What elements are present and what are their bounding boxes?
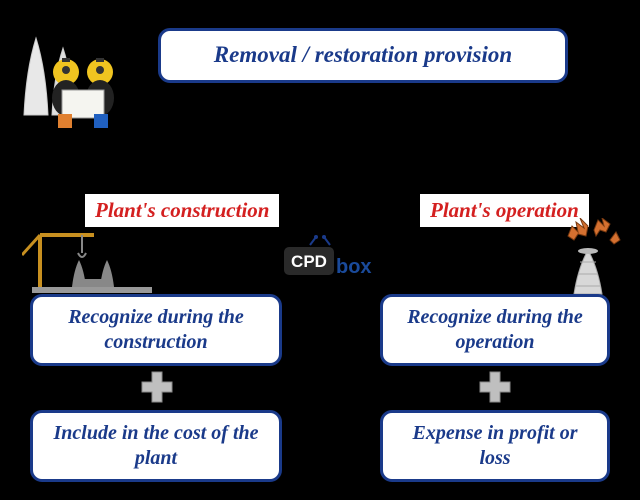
plus-icon-right bbox=[478, 370, 512, 404]
right-box-2-text: Expense in profit or loss bbox=[412, 422, 577, 469]
crane-icon bbox=[22, 225, 152, 295]
title-text: Removal / restoration provision bbox=[214, 42, 512, 67]
left-box-2: Include in the cost of the plant bbox=[30, 410, 282, 482]
left-box-1: Recognize during the construction bbox=[30, 294, 282, 366]
cpdbox-logo: CPD box bbox=[280, 235, 372, 283]
left-heading: Plant's construction bbox=[85, 194, 279, 227]
right-box-1-text: Recognize during the operation bbox=[407, 306, 583, 353]
left-box-1-text: Recognize during the construction bbox=[68, 306, 244, 353]
left-heading-text: Plant's construction bbox=[95, 198, 269, 222]
logo-box-text: box bbox=[336, 256, 372, 278]
explosion-icon bbox=[556, 218, 626, 296]
right-box-2: Expense in profit or loss bbox=[380, 410, 610, 482]
workers-illustration bbox=[18, 20, 136, 130]
right-box-1: Recognize during the operation bbox=[380, 294, 610, 366]
left-box-2-text: Include in the cost of the plant bbox=[53, 422, 258, 469]
plus-icon-left bbox=[140, 370, 174, 404]
logo-cpd-text: CPD bbox=[291, 252, 327, 271]
title-box: Removal / restoration provision bbox=[158, 28, 568, 83]
